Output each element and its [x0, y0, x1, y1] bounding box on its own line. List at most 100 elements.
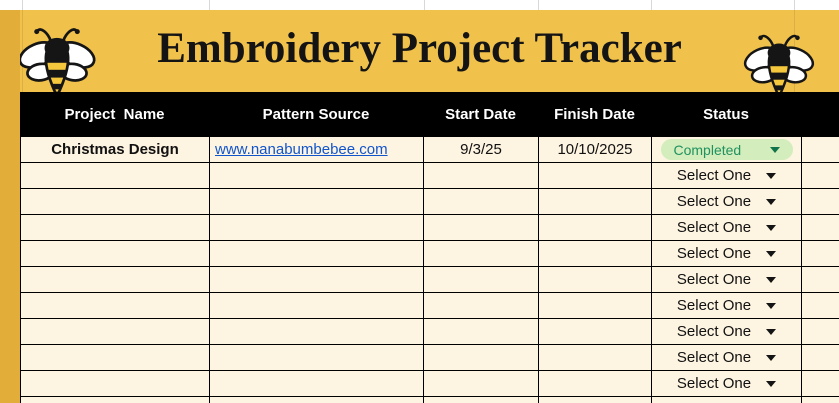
sheet-gridline: [651, 0, 652, 10]
cell-start_date[interactable]: [424, 215, 539, 241]
cell-finish_date[interactable]: [539, 345, 652, 371]
cell-extra[interactable]: [802, 267, 839, 293]
cell-start_date[interactable]: [424, 267, 539, 293]
status-select[interactable]: Select One: [677, 271, 777, 288]
cell-status[interactable]: Select One: [652, 267, 802, 293]
cell-project_name[interactable]: [21, 319, 210, 345]
cell-pattern_source[interactable]: www.nanabumbebee.com: [210, 137, 424, 163]
cell-extra[interactable]: [802, 319, 839, 345]
cell-pattern_source[interactable]: [210, 267, 424, 293]
cell-start_date[interactable]: [424, 189, 539, 215]
cell-extra[interactable]: [802, 371, 839, 397]
status-select-label: Select One: [676, 193, 752, 210]
table-row: Select One: [21, 371, 839, 397]
cell-pattern_source[interactable]: [210, 293, 424, 319]
cell-pattern_source[interactable]: [210, 397, 424, 403]
cell-extra[interactable]: [802, 293, 839, 319]
status-select-label: Select One: [676, 323, 752, 340]
cell-project_name[interactable]: [21, 397, 210, 403]
cell-extra[interactable]: [802, 215, 839, 241]
cell-pattern_source[interactable]: [210, 345, 424, 371]
chevron-down-icon: [766, 172, 777, 179]
cell-pattern_source[interactable]: [210, 189, 424, 215]
cell-finish_date[interactable]: [539, 371, 652, 397]
cell-project_name[interactable]: [21, 267, 210, 293]
cell-status[interactable]: Select One: [652, 241, 802, 267]
header-pattern_source[interactable]: Pattern Source: [262, 106, 370, 123]
status-select[interactable]: Select One: [677, 245, 777, 262]
cell-pattern_source[interactable]: [210, 371, 424, 397]
cell-start_date[interactable]: [424, 163, 539, 189]
cell-status[interactable]: Select One: [652, 215, 802, 241]
cell-extra[interactable]: [802, 189, 839, 215]
status-select-label: Select One: [676, 219, 752, 236]
cell-project_name[interactable]: [21, 241, 210, 267]
cell-start_date[interactable]: [424, 371, 539, 397]
cell-extra[interactable]: [802, 345, 839, 371]
status-select[interactable]: Select One: [676, 375, 777, 392]
cell-finish_date[interactable]: [539, 319, 652, 345]
table-row: [21, 397, 839, 403]
cell-status[interactable]: Select One: [652, 319, 802, 345]
header-status[interactable]: Status: [703, 106, 749, 123]
pattern-source-link[interactable]: www.nanabumbebee.com: [215, 141, 388, 158]
cell-extra[interactable]: [802, 241, 839, 267]
table-row: Select One: [21, 345, 839, 371]
status-select[interactable]: Select One: [677, 349, 777, 366]
cell-extra[interactable]: [802, 397, 839, 403]
cell-pattern_source[interactable]: [210, 241, 424, 267]
cell-status[interactable]: Select One: [652, 163, 802, 189]
status-select[interactable]: Select One: [676, 219, 777, 236]
cell-project_name[interactable]: [21, 215, 210, 241]
cell-status[interactable]: [652, 397, 802, 403]
cell-project_name[interactable]: [21, 189, 210, 215]
status-select[interactable]: Select One: [676, 193, 777, 210]
cell-pattern_source[interactable]: [210, 215, 424, 241]
cell-finish_date[interactable]: [539, 293, 652, 319]
header-finish_date[interactable]: Finish Date: [554, 106, 635, 123]
cell-status[interactable]: Completed: [652, 137, 802, 163]
cell-status[interactable]: Select One: [652, 345, 802, 371]
left-gold-strip: [0, 10, 20, 403]
cell-start_date[interactable]: [424, 397, 539, 403]
cell-extra[interactable]: [802, 137, 839, 163]
status-select[interactable]: Select One: [676, 323, 777, 340]
cell-start_date[interactable]: [424, 319, 539, 345]
cell-start_date[interactable]: [424, 293, 539, 319]
cell-extra[interactable]: [802, 163, 839, 189]
table-row: Select One: [21, 267, 839, 293]
status-select[interactable]: Select One: [677, 297, 777, 314]
cell-finish_date[interactable]: [539, 215, 652, 241]
cell-pattern_source[interactable]: [210, 319, 424, 345]
cell-finish_date[interactable]: [539, 267, 652, 293]
cell-finish_date[interactable]: [539, 241, 652, 267]
cell-finish_date[interactable]: [539, 397, 652, 403]
cell-status[interactable]: Select One: [652, 189, 802, 215]
cell-finish_date[interactable]: 10/10/2025: [539, 137, 652, 163]
bee-icon: [12, 23, 102, 101]
status-select-label: Select One: [676, 375, 752, 392]
cell-finish_date[interactable]: [539, 163, 652, 189]
cell-start_date[interactable]: [424, 241, 539, 267]
cell-project_name[interactable]: [21, 345, 210, 371]
status-chip-label: Completed: [673, 141, 742, 158]
sheet-gridline: [22, 0, 23, 10]
chevron-down-icon: [766, 328, 777, 335]
cell-finish_date[interactable]: [539, 189, 652, 215]
bee-icon: [737, 30, 821, 101]
table-row: Select One: [21, 163, 839, 189]
cell-project_name[interactable]: Christmas Design: [21, 137, 210, 163]
cell-status[interactable]: Select One: [652, 371, 802, 397]
cell-pattern_source[interactable]: [210, 163, 424, 189]
cell-project_name[interactable]: [21, 163, 210, 189]
cell-project_name[interactable]: [21, 293, 210, 319]
cell-start_date[interactable]: 9/3/25: [424, 137, 539, 163]
status-chip[interactable]: Completed: [660, 139, 793, 160]
header-project_name[interactable]: Project Name: [64, 106, 165, 123]
cell-start_date[interactable]: [424, 345, 539, 371]
cell-status[interactable]: Select One: [652, 293, 802, 319]
header-start_date[interactable]: Start Date: [445, 106, 516, 123]
status-select[interactable]: Select One: [677, 167, 777, 184]
cell-project_name[interactable]: [21, 371, 210, 397]
table-row: Select One: [21, 241, 839, 267]
